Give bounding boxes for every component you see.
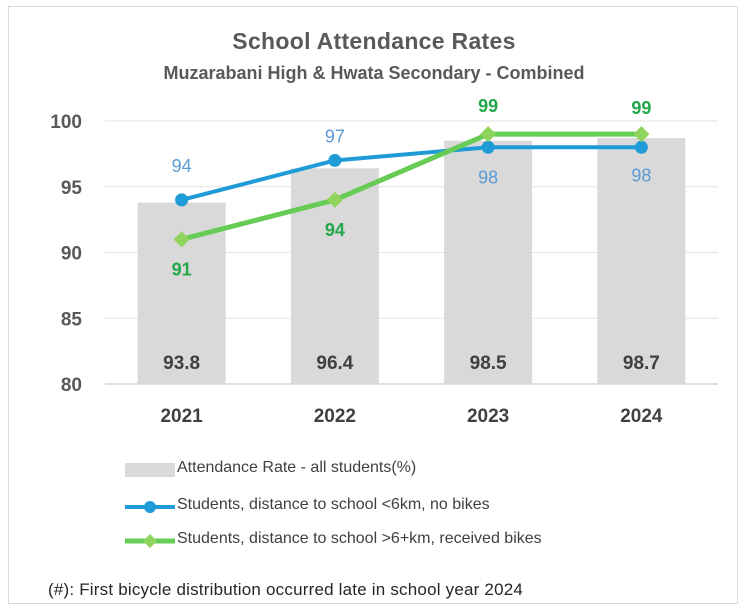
y-tick-label: 95: [61, 178, 83, 199]
point-far-students: [173, 231, 190, 248]
point-far-students: [480, 126, 497, 143]
x-tick-label: 2021: [160, 406, 203, 427]
point-near-students: [481, 140, 495, 154]
point-near-students: [328, 153, 342, 167]
bar-value-label: 98.7: [623, 353, 660, 374]
legend-label: Attendance Rate - all students(%): [177, 459, 417, 476]
y-tick-label: 80: [61, 375, 82, 396]
data-label-far-students: 99: [631, 98, 651, 118]
data-label-far-students: 94: [325, 220, 345, 240]
legend-label: Students, distance to school >6+km, rece…: [177, 530, 542, 547]
x-tick-label: 2023: [467, 406, 509, 427]
legend-line-swatch-green: [125, 534, 175, 548]
point-far-students: [633, 126, 650, 143]
y-tick-label: 100: [50, 112, 82, 133]
point-near-students: [634, 140, 648, 154]
bar: [444, 140, 533, 384]
series-line-near-students: [181, 145, 642, 202]
data-label-near-students: 97: [325, 126, 345, 146]
chart-title: School Attendance Rates: [232, 28, 516, 54]
y-tick-label: 90: [61, 244, 82, 265]
bar-value-label: 98.5: [470, 353, 507, 374]
point-far-students: [326, 191, 343, 208]
legend-label: Students, distance to school <6km, no bi…: [177, 496, 490, 513]
footnote: (#): First bicycle distribution occurred…: [48, 580, 524, 599]
x-tick-label: 2024: [620, 406, 663, 427]
series-line-far-students: [181, 131, 642, 242]
data-label-near-students: 98: [631, 165, 651, 185]
plot-area: 80 85 90 95 100 93.8 96.4 98.5 98.7 2021 2022 2023 2…: [50, 96, 718, 427]
bar: [597, 138, 686, 384]
legend-bar-swatch: [125, 463, 175, 477]
data-label-near-students: 98: [478, 167, 498, 187]
legend-line-swatch-blue: [125, 501, 175, 513]
data-label-near-students: 94: [172, 156, 192, 176]
y-tick-label: 85: [61, 309, 83, 330]
chart-subtitle: Muzarabani High & Hwata Secondary - Comb…: [163, 63, 585, 83]
bar-value-label: 93.8: [163, 353, 200, 374]
x-tick-label: 2022: [314, 406, 356, 427]
data-label-far-students: 99: [478, 96, 498, 116]
point-near-students: [175, 193, 189, 207]
bar-value-label: 96.4: [316, 353, 353, 374]
data-label-far-students: 91: [172, 259, 192, 279]
